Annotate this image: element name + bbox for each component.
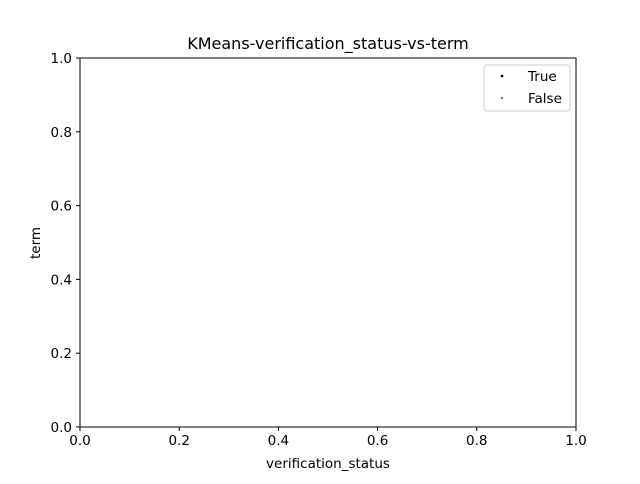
legend-marker-false — [500, 96, 504, 100]
legend-frame — [483, 64, 571, 112]
y-tick-label: 0.4 — [51, 272, 72, 288]
x-axis-label: verification_status — [266, 456, 390, 472]
y-axis-ticks: 0.0 0.2 0.4 0.6 0.8 1.0 — [51, 51, 80, 436]
y-tick-label: 0.8 — [51, 125, 72, 141]
legend-marker-true — [500, 74, 504, 78]
legend-entries: True False — [500, 69, 562, 107]
x-tick-label: 0.4 — [268, 433, 289, 449]
x-axis-ticks: 0.0 0.2 0.4 0.6 0.8 1.0 — [69, 427, 587, 449]
x-tick-label: 1.0 — [565, 433, 586, 449]
x-tick-label: 0.8 — [466, 433, 487, 449]
y-tick-label: 0.6 — [51, 199, 72, 215]
y-tick-label: 0.2 — [51, 346, 72, 362]
plot-area — [80, 58, 576, 427]
y-tick-label: 1.0 — [51, 51, 72, 67]
legend-label-false: False — [528, 91, 562, 107]
legend-label-true: True — [527, 69, 557, 85]
plot-frame — [79, 57, 577, 428]
legend: True False — [483, 64, 571, 112]
x-tick-label: 0.2 — [168, 433, 189, 449]
y-tick-label: 0.0 — [51, 420, 72, 436]
y-axis-label: term — [28, 227, 44, 259]
x-tick-label: 0.0 — [69, 433, 90, 449]
chart-title: KMeans-verification_status-vs-term — [187, 34, 469, 54]
x-tick-label: 0.6 — [367, 433, 388, 449]
